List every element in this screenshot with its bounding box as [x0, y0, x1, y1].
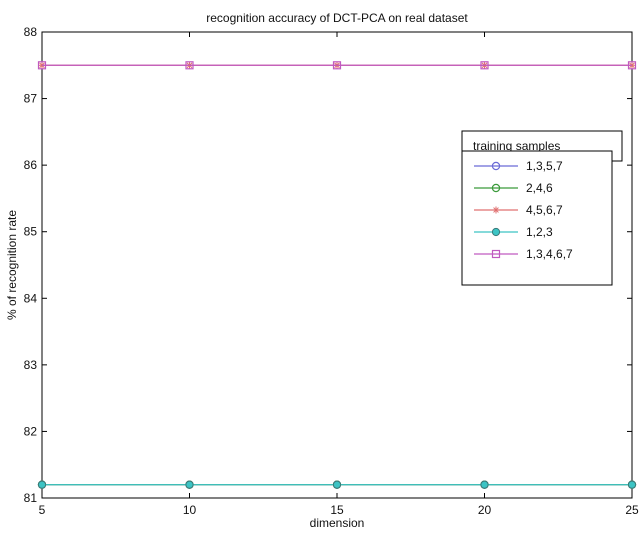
legend-label: 4,5,6,7 — [526, 203, 563, 217]
data-point — [38, 481, 45, 488]
legend-label: 1,3,4,6,7 — [526, 247, 573, 261]
legend-label: 1,2,3 — [526, 225, 553, 239]
x-tick-label: 15 — [330, 503, 344, 517]
data-point — [186, 481, 193, 488]
data-point — [481, 481, 488, 488]
x-tick-label: 10 — [183, 503, 197, 517]
y-axis-label: % of recognition rate — [5, 210, 19, 320]
y-tick-label: 83 — [24, 358, 38, 372]
y-tick-label: 82 — [24, 424, 38, 438]
legend: 1,3,5,7 2,4,6 4,5,6,7 1,2,3 1,3,4,6,7 — [462, 151, 612, 285]
y-tick-label: 81 — [24, 491, 38, 505]
y-tick-label: 84 — [24, 291, 38, 305]
legend-marker — [492, 228, 499, 235]
data-point — [333, 481, 340, 488]
y-tick-label: 86 — [24, 158, 38, 172]
y-tick-label: 87 — [24, 92, 38, 106]
chart-title: recognition accuracy of DCT-PCA on real … — [206, 11, 468, 25]
data-point — [628, 481, 635, 488]
x-tick-label: 20 — [478, 503, 492, 517]
legend-label: 2,4,6 — [526, 181, 553, 195]
y-tick-label: 85 — [24, 225, 38, 239]
x-tick-label: 5 — [39, 503, 46, 517]
legend-label: 1,3,5,7 — [526, 159, 563, 173]
legend-marker — [493, 207, 500, 214]
x-axis-label: dimension — [310, 516, 365, 530]
x-tick-label: 25 — [625, 503, 639, 517]
y-tick-label: 88 — [24, 25, 38, 39]
